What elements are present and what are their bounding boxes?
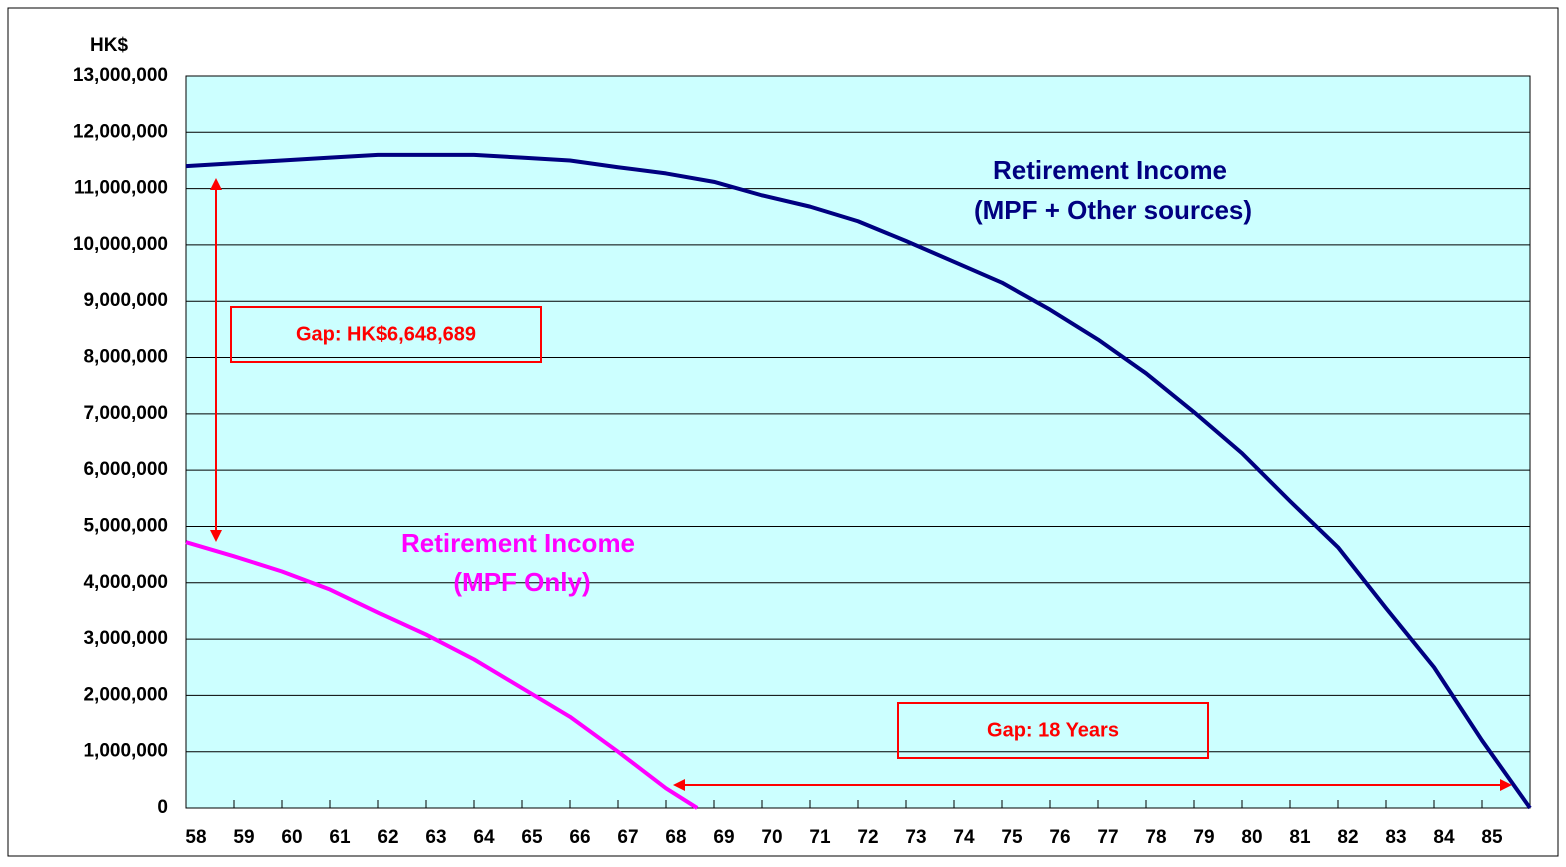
annotation-box xyxy=(897,702,1209,759)
series-line xyxy=(185,540,699,810)
x-tick-label: 69 xyxy=(713,827,734,848)
x-tick-label: 82 xyxy=(1337,827,1358,848)
x-tick-label: 62 xyxy=(377,827,398,848)
y-tick-label: 13,000,000 xyxy=(73,65,168,86)
x-tick-label: 70 xyxy=(761,827,782,848)
x-tick-label: 63 xyxy=(425,827,446,848)
x-tick-label: 73 xyxy=(905,827,926,848)
x-tick-label: 67 xyxy=(617,827,638,848)
y-tick-label: 6,000,000 xyxy=(83,459,168,480)
x-tick-label: 85 xyxy=(1481,827,1503,848)
y-tick-label: 4,000,000 xyxy=(83,572,168,593)
x-tick-label: 79 xyxy=(1193,827,1214,848)
y-tick-label: 3,000,000 xyxy=(83,628,168,649)
y-tick-label: 5,000,000 xyxy=(83,515,168,536)
y-tick-label: 2,000,000 xyxy=(83,684,168,705)
y-tick-label: 9,000,000 xyxy=(83,290,168,311)
x-tick-label: 72 xyxy=(857,827,878,848)
series-label: Retirement Income xyxy=(993,155,1227,185)
x-tick-label: 61 xyxy=(329,827,351,848)
x-tick-label: 68 xyxy=(665,827,686,848)
x-tick-label: 60 xyxy=(281,827,302,848)
x-tick-label: 59 xyxy=(233,827,254,848)
annotation-box xyxy=(230,306,542,363)
y-tick-label: 11,000,000 xyxy=(74,178,168,199)
x-tick-label: 83 xyxy=(1385,827,1406,848)
x-tick-label: 75 xyxy=(1001,827,1023,848)
series-label: Retirement Income xyxy=(401,528,635,558)
x-tick-label: 78 xyxy=(1145,827,1166,848)
y-tick-label: 10,000,000 xyxy=(73,234,168,255)
x-tick-label: 58 xyxy=(185,827,206,848)
y-tick-label: 8,000,000 xyxy=(83,347,168,368)
x-tick-label: 71 xyxy=(809,827,831,848)
annotation: Gap: HK$6,648,689 xyxy=(296,323,476,345)
y-tick-label: 12,000,000 xyxy=(73,121,168,142)
y-tick-label: 0 xyxy=(157,797,168,818)
x-tick-label: 77 xyxy=(1097,827,1118,848)
annotation: Gap: 18 Years xyxy=(987,719,1119,741)
x-tick-label: 76 xyxy=(1049,827,1070,848)
y-axis-label: HK$ xyxy=(90,35,128,56)
series-line xyxy=(185,152,1532,810)
series-label: (MPF + Other sources) xyxy=(974,195,1252,225)
x-tick-label: 65 xyxy=(521,827,543,848)
y-tick-label: 7,000,000 xyxy=(83,403,168,424)
x-tick-label: 74 xyxy=(953,827,975,848)
x-tick-label: 80 xyxy=(1241,827,1262,848)
x-tick-label: 64 xyxy=(473,827,495,848)
x-tick-label: 81 xyxy=(1289,827,1311,848)
series-label: (MPF Only) xyxy=(453,567,590,597)
y-tick-label: 1,000,000 xyxy=(83,741,168,762)
plot-area xyxy=(185,75,1531,809)
x-tick-label: 84 xyxy=(1433,827,1455,848)
x-tick-label: 66 xyxy=(569,827,590,848)
